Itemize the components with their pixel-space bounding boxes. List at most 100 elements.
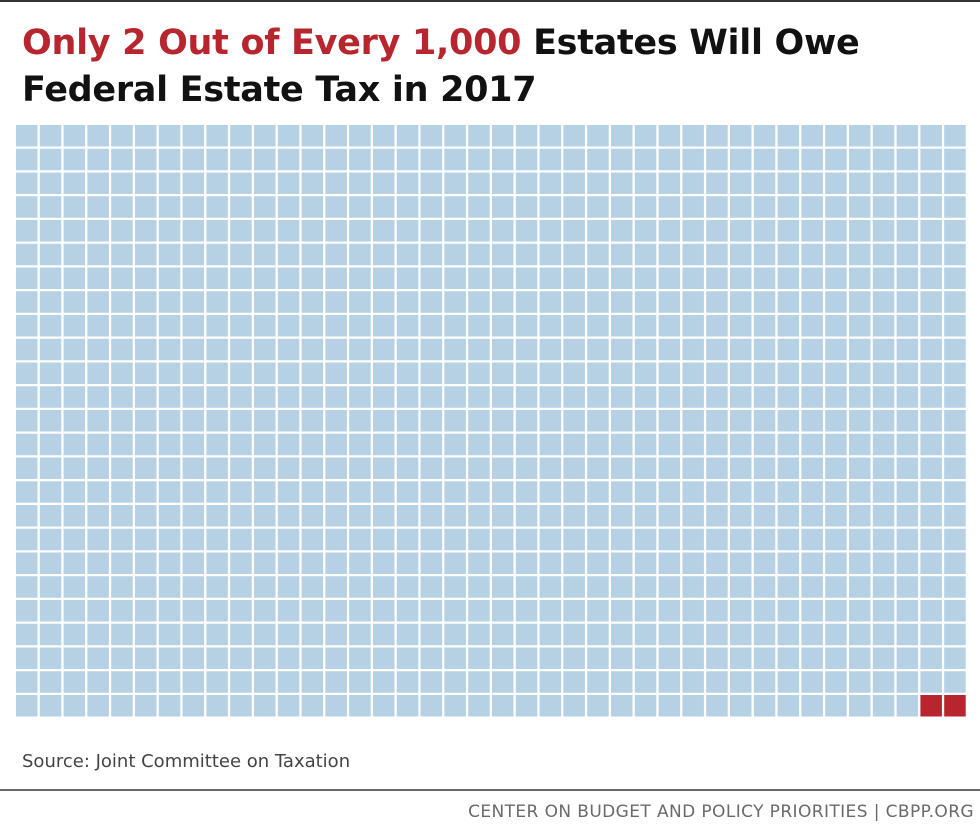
waffle-grid [16,125,966,717]
estate-cell [468,695,490,717]
estate-cell [182,291,205,313]
estate-cell [206,220,228,242]
estate-cell [492,125,514,147]
estate-cell [63,481,86,503]
estate-cell [920,647,942,669]
estate-cell [206,671,228,693]
estate-cell [944,172,966,194]
estate-cell [849,148,871,171]
estate-cell [16,576,38,598]
estate-cell [396,267,419,289]
estate-cell [563,481,585,503]
estate-cell [16,671,38,693]
estate-cell [825,338,847,361]
estate-cell [468,338,490,361]
estate-cell [254,552,276,574]
estate-cell [611,172,633,194]
estate-cell [730,528,752,551]
estate-cell [277,220,300,242]
estate-cell [301,647,324,669]
estate-cell [206,552,228,574]
estate-cell [444,410,466,432]
estate-cell [872,291,895,313]
estate-cell [349,315,371,337]
estate-cell [658,291,681,313]
estate-cell [849,410,871,432]
estate-cell [396,576,419,598]
estate-cell [634,291,657,313]
estate-cell [896,600,919,622]
estate-cell [563,505,585,527]
estate-cell [87,362,109,384]
estate-cell [634,457,657,479]
estate-cell [515,338,538,361]
estate-cell [349,623,371,646]
estate-cell [39,410,62,432]
estate-cell [658,220,681,242]
estate-cell [515,671,538,693]
estate-cell [39,315,62,337]
estate-cell [349,338,371,361]
estate-cell [349,172,371,194]
estate-cell [563,148,585,171]
estate-cell [753,671,776,693]
estate-cell [301,505,324,527]
estate-cell [658,315,681,337]
estate-cell [39,695,62,717]
estate-cell [182,338,205,361]
estate-cell [896,386,919,408]
estate-cell [872,315,895,337]
estate-cell [111,505,133,527]
estate-cell [277,576,300,598]
estate-cell [825,457,847,479]
estate-cell [277,481,300,503]
estate-cell [753,362,776,384]
estate-cell [730,196,752,218]
estate-cell [182,552,205,574]
estate-cell [587,505,609,527]
estate-cell [730,671,752,693]
estate-cell [230,315,252,337]
estate-cell [658,172,681,194]
estate-cell [325,172,347,194]
estate-cell [301,386,324,408]
estate-cell [944,148,966,171]
estate-cell [325,528,347,551]
estate-cell [539,362,562,384]
estate-cell [301,457,324,479]
estate-cell [277,528,300,551]
estate-cell [920,457,942,479]
estate-cell [254,695,276,717]
estate-cell [539,623,562,646]
estate-cell [444,552,466,574]
estate-cell [801,505,823,527]
estate-cell [468,457,490,479]
estate-cell [254,386,276,408]
estate-cell [396,600,419,622]
estate-cell [801,196,823,218]
estate-cell [158,315,181,337]
estate-cell [872,386,895,408]
estate-cell [349,125,371,147]
estate-cell [468,243,490,266]
estate-cell [135,315,157,337]
estate-cell [634,433,657,456]
estate-cell [682,600,704,622]
estate-cell [63,315,86,337]
estate-cell [254,671,276,693]
estate-cell [563,647,585,669]
estate-cell [230,600,252,622]
estate-cell [730,243,752,266]
estate-cell [611,671,633,693]
estate-cell [87,125,109,147]
estate-cell [587,243,609,266]
estate-cell [301,552,324,574]
estate-cell [777,528,800,551]
estate-cell [182,267,205,289]
estate-cell [777,125,800,147]
estate-cell [753,148,776,171]
estate-cell [920,315,942,337]
estate-cell [373,600,395,622]
estate-cell [587,528,609,551]
estate-cell [515,291,538,313]
